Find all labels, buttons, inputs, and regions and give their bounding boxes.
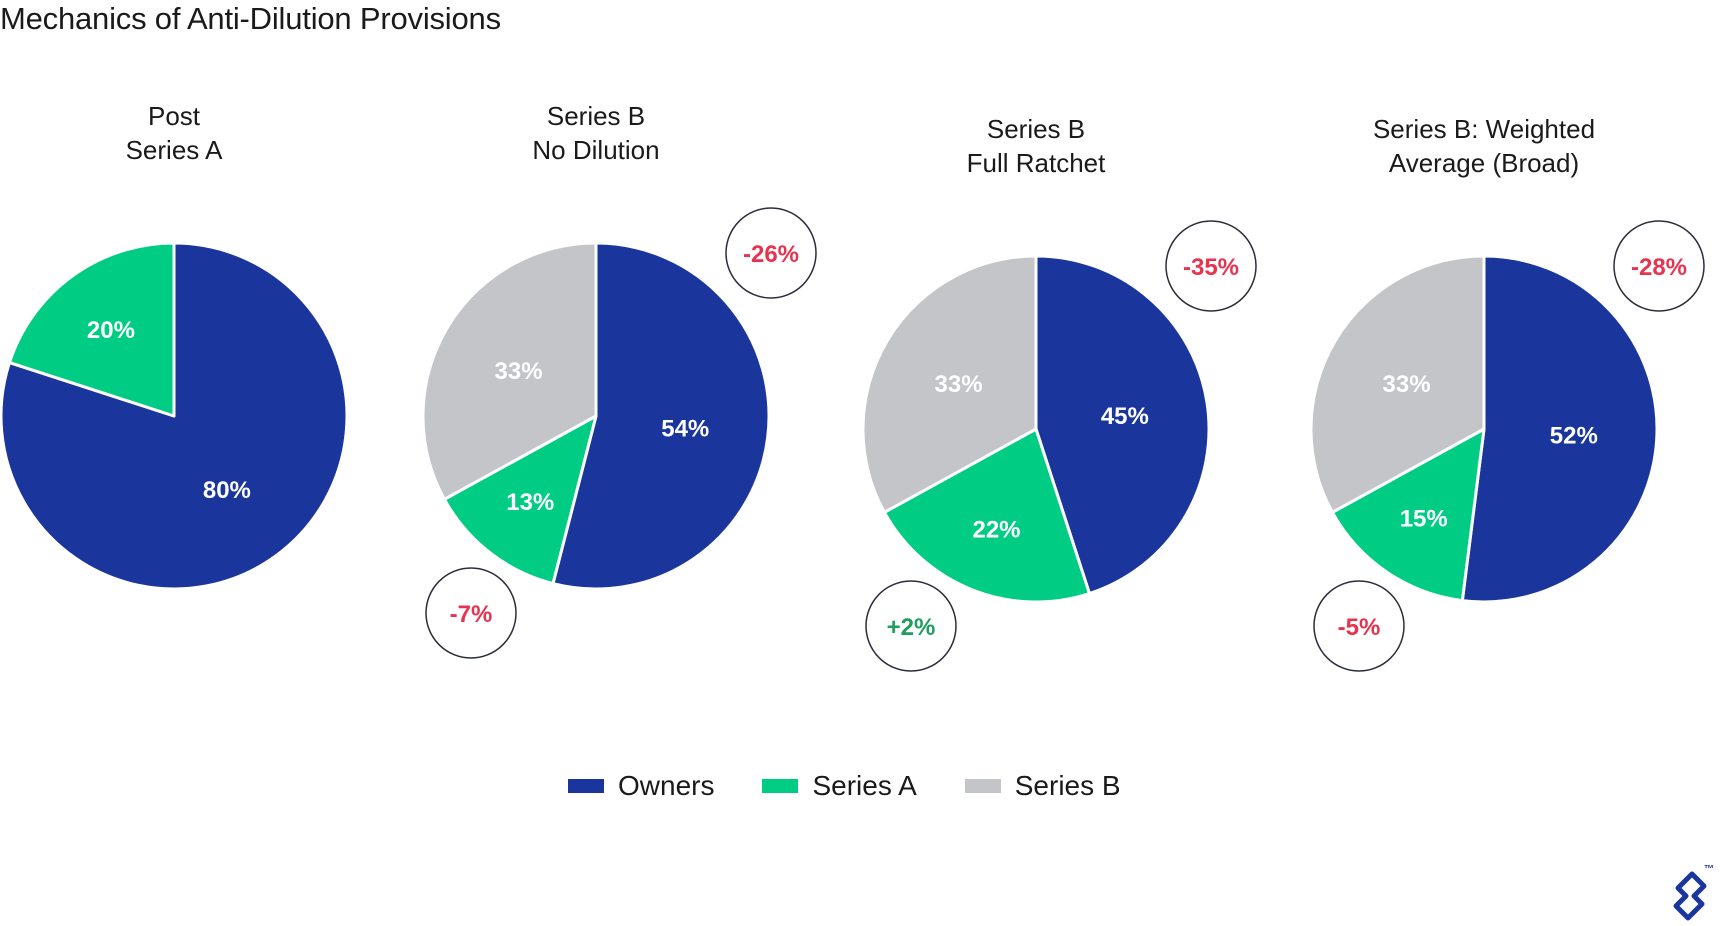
pie-title-line: Post	[148, 101, 201, 131]
pie-title-line: Series B: Weighted	[1373, 114, 1595, 144]
legend-label-owners: Owners	[618, 770, 715, 801]
pie-title-line: Series A	[126, 135, 223, 165]
pie-slice-series-a	[1330, 427, 1486, 603]
legend-item-owners: Owners	[568, 770, 714, 802]
change-bubble-owners: -35%	[1165, 220, 1257, 312]
pie-chart-1: Post Series A 80% 20%	[0, 101, 349, 591]
slice-label-series-a: 15%	[1400, 506, 1448, 533]
pie-slice-series-b	[421, 241, 598, 501]
change-bubble-circle	[425, 567, 517, 659]
pie-title-line: No Dilution	[532, 135, 659, 165]
pie-slice-owners	[1034, 254, 1211, 596]
change-bubble-series-a: +2%	[865, 580, 957, 672]
toptal-logo-icon: ™	[1673, 864, 1714, 921]
change-label-owners: -35%	[1183, 254, 1239, 281]
slice-label-series-b: 33%	[495, 358, 543, 385]
pie-title-line: Series B	[547, 101, 645, 131]
legend-label-series-b: Series B	[1014, 770, 1121, 801]
slice-label-owners: 45%	[1101, 403, 1149, 430]
change-bubble-owners: -26%	[725, 207, 817, 299]
slice-label-owners: 80%	[203, 477, 251, 504]
trademark-mark: ™	[1704, 864, 1714, 875]
change-label-series-a: -7%	[450, 601, 493, 628]
change-label-owners: -26%	[743, 241, 799, 268]
pie-slice-series-b	[1309, 254, 1486, 514]
change-label-owners: -28%	[1631, 254, 1687, 281]
slice-label-series-b: 33%	[1383, 371, 1431, 398]
pie-slice-series-a	[7, 241, 176, 418]
slice-label-series-b: 33%	[935, 371, 983, 398]
pie-slice-series-a	[442, 414, 598, 586]
change-bubble-series-a: -5%	[1313, 580, 1405, 672]
pie-title-line: Average (Broad)	[1389, 148, 1579, 178]
pie-title-line: Full Ratchet	[967, 148, 1106, 178]
change-bubble-circle	[725, 207, 817, 299]
pie-chart-4: Series B: Weighted Average (Broad) 52% 15% 3…	[1309, 114, 1705, 672]
change-bubble-owners: -28%	[1613, 220, 1705, 312]
pie-slice-series-a	[882, 427, 1091, 604]
slice-label-owners: 52%	[1550, 423, 1598, 450]
legend-swatch-owners	[568, 779, 604, 793]
legend-item-series-a: Series A	[762, 770, 917, 802]
change-label-series-a: +2%	[887, 614, 936, 641]
change-bubble-circle	[1613, 220, 1705, 312]
figure-title: Mechanics of Anti-Dilution Provisions	[0, 1, 501, 36]
pie-chart-3: Series B Full Ratchet 45% 22% 33% -35% +2%	[861, 114, 1257, 672]
legend-label-series-a: Series A	[812, 770, 917, 801]
legend: Owners Series A Series B	[568, 770, 1121, 802]
pie-chart-2: Series B No Dilution 54% 13% 33% -26% -7%	[421, 101, 817, 659]
pie-slice-owners	[1460, 254, 1659, 604]
slice-label-owners: 54%	[661, 415, 709, 442]
legend-item-series-b: Series B	[964, 770, 1121, 802]
pie-slice-owners	[551, 241, 771, 591]
change-bubble-circle	[1313, 580, 1405, 672]
change-label-series-a: -5%	[1338, 614, 1381, 641]
change-bubble-circle	[1165, 220, 1257, 312]
change-bubble-series-a: -7%	[425, 567, 517, 659]
change-bubble-circle	[865, 580, 957, 672]
pie-title-line: Series B	[987, 114, 1085, 144]
pie-slice-series-b	[861, 254, 1038, 514]
slice-label-series-a: 13%	[506, 489, 554, 516]
slice-label-series-a: 22%	[972, 517, 1020, 544]
legend-swatch-series-a	[762, 779, 799, 793]
slice-label-series-a: 20%	[87, 317, 135, 344]
legend-swatch-series-b	[964, 779, 1001, 793]
